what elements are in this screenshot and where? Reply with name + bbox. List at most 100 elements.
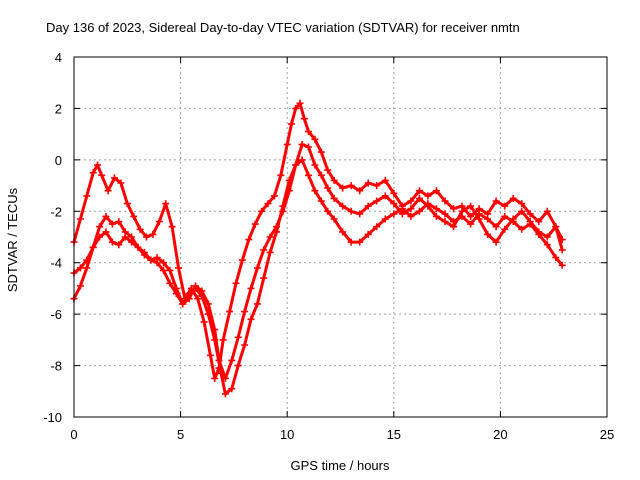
data-point-marker [253, 264, 261, 272]
data-point-marker [153, 259, 161, 267]
y-tick-label: -6 [50, 307, 62, 322]
data-point-marker [283, 140, 291, 148]
data-point-marker [221, 390, 229, 398]
data-point-marker [484, 215, 492, 223]
data-point-marker [279, 207, 287, 215]
data-point-marker [98, 171, 106, 179]
data-point-marker [102, 212, 110, 220]
data-point-marker [147, 256, 155, 264]
data-point-marker [356, 210, 364, 218]
data-point-marker [424, 202, 432, 210]
series-line-track-c [72, 142, 564, 380]
data-point-marker [330, 176, 338, 184]
data-point-marker [89, 169, 97, 177]
data-point-marker [277, 171, 285, 179]
data-point-marker [347, 182, 355, 190]
data-point-marker [398, 210, 406, 218]
y-tick-label: -10 [43, 410, 62, 425]
data-point-marker [526, 210, 534, 218]
data-point-marker [219, 336, 227, 344]
data-point-marker [258, 207, 266, 215]
data-point-marker [558, 236, 566, 244]
data-point-marker [305, 143, 312, 151]
data-point-marker [518, 225, 526, 233]
data-point-marker [311, 187, 319, 195]
data-point-marker [104, 187, 112, 195]
x-tick-label: 20 [493, 427, 507, 442]
y-tick-label: 0 [55, 153, 62, 168]
data-point-marker [364, 179, 372, 187]
data-point-marker [501, 212, 509, 220]
data-point-marker [415, 187, 423, 195]
data-point-marker [211, 326, 219, 334]
y-tick-label: -4 [50, 256, 62, 271]
data-point-marker [432, 187, 440, 195]
data-point-marker [160, 259, 167, 267]
data-point-marker [241, 341, 249, 349]
data-point-marker [509, 215, 517, 223]
data-point-marker [162, 200, 170, 208]
y-tick-label: 4 [55, 50, 62, 65]
data-point-marker [221, 374, 229, 382]
chart-title: Day 136 of 2023, Sidereal Day-to-day VTE… [46, 20, 520, 35]
data-point-marker [238, 256, 246, 264]
x-tick-label: 10 [280, 427, 294, 442]
data-point-marker [194, 295, 202, 303]
data-point-marker [467, 220, 475, 228]
data-point-marker [298, 140, 306, 148]
data-point-marker [543, 241, 551, 249]
data-point-marker [330, 215, 338, 223]
axis-ticks: 0 5 10 15 20 25 -10 -8 -6 -4 -2 0 2 4 [43, 50, 614, 442]
data-point-marker [115, 241, 123, 249]
data-point-marker [234, 333, 242, 341]
data-point-marker [407, 205, 415, 213]
data-point-marker [373, 223, 381, 231]
data-point-marker [441, 197, 449, 205]
data-point-marker [317, 197, 325, 205]
grid [74, 57, 607, 417]
data-point-marker [441, 218, 449, 226]
data-point-marker [266, 248, 274, 256]
data-point-marker [339, 184, 347, 192]
data-point-marker [206, 351, 214, 359]
data-point-marker [292, 161, 300, 169]
data-point-marker [364, 202, 372, 210]
data-point-marker [501, 225, 509, 233]
data-point-marker [198, 287, 206, 295]
data-point-marker [155, 218, 163, 226]
data-point-marker [247, 315, 255, 323]
data-point-marker [407, 197, 415, 205]
data-point-marker [373, 182, 381, 190]
series-line-track-b [72, 158, 564, 396]
data-point-marker [264, 200, 272, 208]
data-point-marker [108, 238, 116, 246]
data-point-marker [89, 243, 97, 251]
x-tick-label: 25 [600, 427, 614, 442]
data-point-marker [558, 246, 566, 254]
data-point-marker [330, 194, 338, 202]
data-point-marker [149, 230, 157, 238]
data-point-marker [317, 171, 325, 179]
data-point-marker [175, 264, 182, 272]
data-point-marker [492, 238, 500, 246]
data-point-marker [347, 238, 355, 246]
data-point-marker [76, 282, 84, 290]
data-point-marker [121, 228, 129, 236]
data-point-marker [415, 207, 423, 215]
data-point-marker [356, 238, 364, 246]
data-point-marker [347, 207, 355, 215]
data-point-marker [166, 266, 174, 274]
data-point-marker [226, 308, 234, 316]
data-point-marker [76, 215, 84, 223]
data-point-marker [311, 135, 319, 143]
y-tick-label: -2 [50, 204, 62, 219]
data-point-marker [441, 210, 449, 218]
data-point-marker [253, 300, 261, 308]
data-point-marker [543, 233, 551, 241]
series-line-track-a [72, 101, 564, 380]
data-point-marker [296, 99, 304, 107]
data-point-marker [501, 202, 509, 210]
data-point-marker [160, 266, 167, 274]
data-point-marker [518, 207, 526, 215]
data-point-marker [432, 212, 440, 220]
